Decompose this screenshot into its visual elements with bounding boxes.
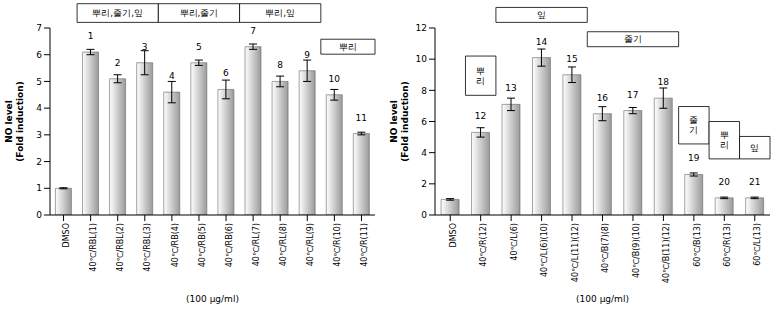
- svg-text:0: 0: [36, 210, 42, 220]
- svg-text:40℃/R(11): 40℃/R(11): [360, 223, 369, 267]
- svg-text:40℃/RBL(2): 40℃/RBL(2): [116, 223, 125, 272]
- svg-text:40℃/B(7)(8): 40℃/B(7)(8): [601, 223, 610, 273]
- svg-text:15: 15: [566, 54, 577, 64]
- svg-text:4: 4: [169, 71, 175, 81]
- svg-text:40℃/RB(4): 40℃/RB(4): [171, 223, 180, 267]
- svg-text:40℃/RBL(1): 40℃/RBL(1): [89, 223, 98, 272]
- svg-text:10: 10: [416, 54, 428, 64]
- svg-text:16: 16: [597, 93, 609, 103]
- svg-text:뿌리: 뿌리: [476, 66, 485, 86]
- svg-text:2: 2: [115, 58, 121, 68]
- svg-text:12: 12: [416, 23, 427, 33]
- svg-text:40℃/L(6): 40℃/L(6): [510, 223, 519, 261]
- svg-text:(Fold induction): (Fold induction): [400, 81, 410, 162]
- svg-text:17: 17: [627, 90, 638, 100]
- svg-text:줄기: 줄기: [624, 34, 642, 44]
- svg-text:8: 8: [277, 60, 283, 70]
- svg-text:40℃/RB(5): 40℃/RB(5): [198, 223, 207, 267]
- svg-text:6: 6: [36, 50, 42, 60]
- svg-text:40℃/RL(8): 40℃/RL(8): [279, 223, 288, 266]
- svg-text:6: 6: [223, 68, 229, 78]
- svg-text:3: 3: [142, 42, 148, 52]
- svg-text:11: 11: [356, 113, 367, 123]
- svg-text:1: 1: [88, 31, 94, 41]
- svg-text:(100 μg/ml): (100 μg/ml): [186, 294, 239, 304]
- svg-text:40℃/RL(9): 40℃/RL(9): [306, 223, 315, 266]
- svg-text:0: 0: [421, 210, 427, 220]
- svg-text:12: 12: [475, 111, 486, 121]
- svg-text:줄기: 줄기: [689, 115, 698, 135]
- svg-text:3: 3: [36, 130, 42, 140]
- svg-text:40℃/R(10): 40℃/R(10): [333, 223, 342, 267]
- svg-text:9: 9: [304, 50, 310, 60]
- svg-text:60℃/R(13): 60℃/R(13): [723, 223, 732, 267]
- svg-text:20: 20: [718, 177, 730, 187]
- svg-text:6: 6: [421, 117, 427, 127]
- svg-text:5: 5: [36, 77, 42, 87]
- svg-text:(100 μg/ml): (100 μg/ml): [576, 294, 629, 304]
- svg-text:40℃/L(6)(10): 40℃/L(6)(10): [540, 223, 549, 277]
- svg-text:DMSO: DMSO: [62, 223, 71, 247]
- svg-text:2: 2: [36, 157, 42, 167]
- svg-text:5: 5: [196, 42, 202, 52]
- svg-text:40℃/RBL(3): 40℃/RBL(3): [143, 223, 152, 272]
- svg-text:뿌리,잎: 뿌리,잎: [265, 8, 295, 18]
- svg-text:NO level: NO level: [8, 100, 14, 143]
- svg-text:40℃/R(12): 40℃/R(12): [479, 223, 488, 267]
- svg-text:40℃/B(11)(12): 40℃/B(11)(12): [662, 223, 671, 283]
- svg-text:40℃/RL(7): 40℃/RL(7): [252, 223, 261, 266]
- svg-text:잎: 잎: [537, 10, 546, 20]
- svg-text:DMSO: DMSO: [449, 223, 458, 247]
- svg-text:뿌리: 뿌리: [720, 130, 729, 150]
- svg-text:4: 4: [421, 148, 427, 158]
- svg-text:뿌리: 뿌리: [339, 42, 357, 52]
- svg-text:21: 21: [749, 177, 760, 187]
- svg-text:1: 1: [36, 183, 42, 193]
- svg-text:7: 7: [36, 23, 42, 33]
- svg-text:잎: 잎: [750, 143, 759, 153]
- svg-text:13: 13: [505, 83, 516, 93]
- svg-text:2: 2: [421, 179, 427, 189]
- svg-text:뿌리,줄기,잎: 뿌리,줄기,잎: [92, 8, 143, 18]
- svg-text:4: 4: [36, 103, 42, 113]
- svg-text:18: 18: [658, 77, 670, 87]
- svg-text:60℃/B(13): 60℃/B(13): [693, 223, 702, 267]
- svg-text:뿌리,줄기: 뿌리,줄기: [180, 8, 219, 18]
- svg-text:14: 14: [536, 37, 548, 47]
- svg-text:NO level: NO level: [389, 100, 399, 143]
- svg-text:(Fold induction): (Fold induction): [15, 81, 25, 162]
- svg-text:8: 8: [421, 86, 427, 96]
- svg-text:7: 7: [250, 26, 256, 36]
- svg-text:19: 19: [688, 153, 700, 163]
- svg-text:10: 10: [329, 74, 341, 84]
- svg-text:60℃/L(13): 60℃/L(13): [753, 223, 762, 266]
- svg-text:40℃/B(9)(10): 40℃/B(9)(10): [632, 223, 641, 278]
- svg-text:40℃/L(11)(12): 40℃/L(11)(12): [571, 223, 580, 282]
- svg-text:40℃/RB(6): 40℃/RB(6): [225, 223, 234, 267]
